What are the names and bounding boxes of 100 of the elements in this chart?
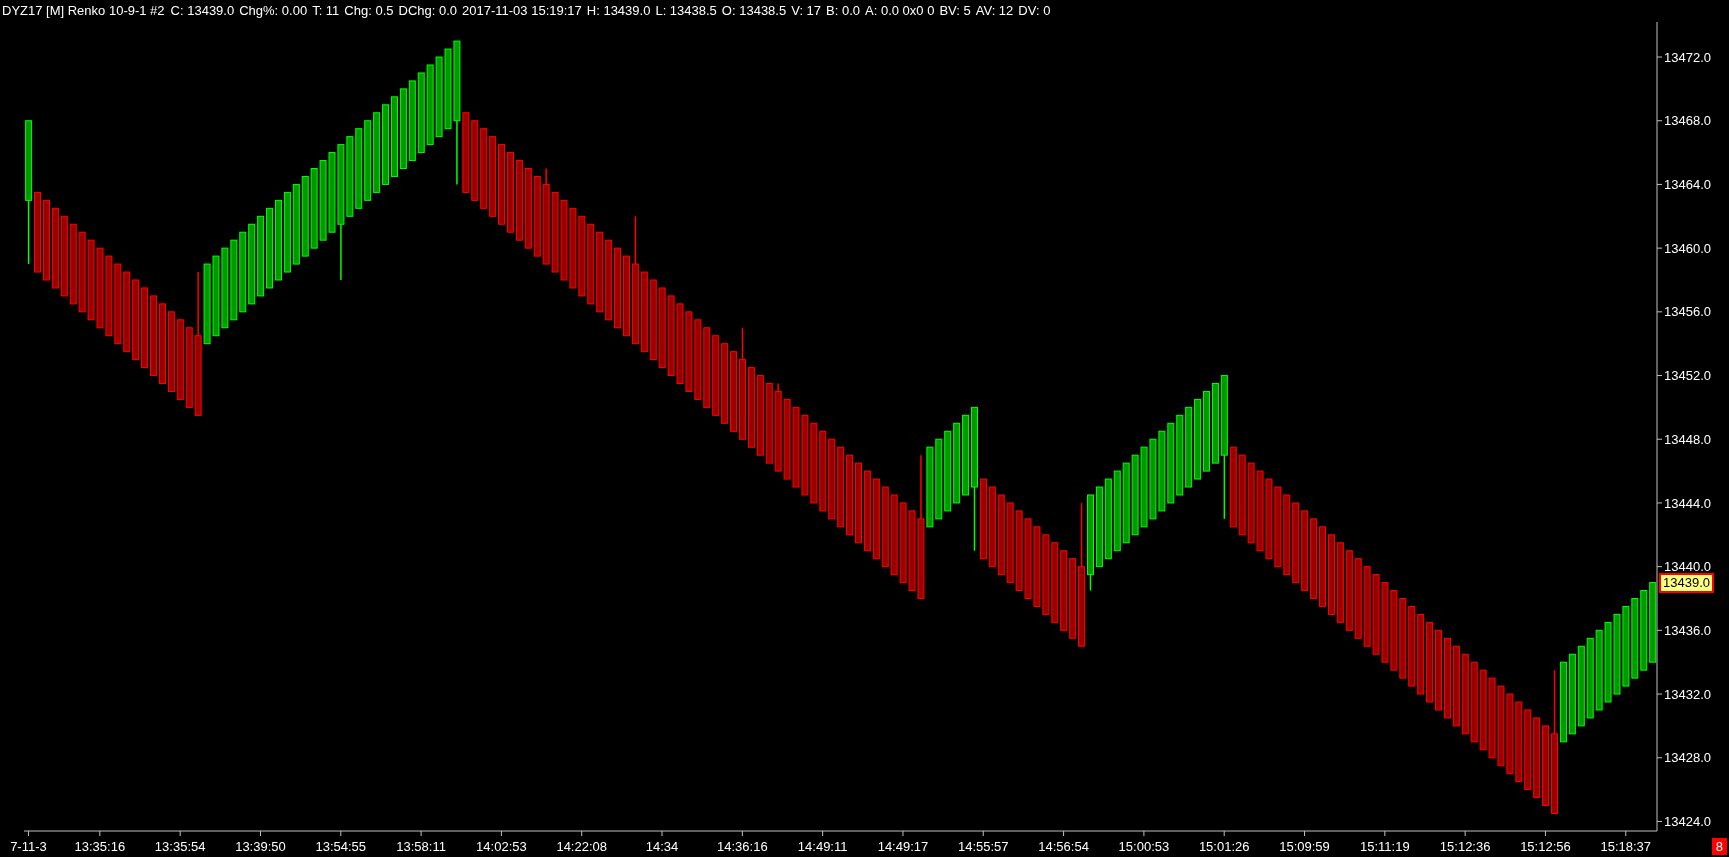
- candlestick: [417, 72, 425, 154]
- y-tick-label: 13464.0: [1664, 177, 1711, 193]
- candlestick: [1256, 470, 1264, 552]
- x-tick-label: 13:58:11: [396, 839, 446, 854]
- candlestick: [854, 462, 862, 544]
- candlestick: [123, 271, 131, 353]
- candlestick: [292, 183, 300, 265]
- candlestick: [337, 144, 345, 281]
- candlestick: [667, 295, 675, 377]
- candlestick: [792, 406, 800, 488]
- candlestick: [239, 231, 247, 313]
- text: DChg: 0.0: [398, 3, 458, 18]
- candlestick: [1443, 637, 1451, 719]
- candlestick: [738, 327, 746, 440]
- candlestick: [319, 160, 327, 241]
- candlestick: [1024, 518, 1032, 599]
- candlestick: [373, 112, 381, 193]
- text: Chg: 0.5: [344, 3, 394, 18]
- text: Chg%: 0.00: [239, 3, 308, 18]
- candlestick: [221, 247, 229, 329]
- candlestick: [1461, 653, 1469, 735]
- candlestick: [1131, 454, 1139, 536]
- candlestick: [355, 128, 363, 209]
- candlestick: [658, 287, 666, 369]
- candlestick: [614, 247, 622, 329]
- x-tick-label: 13:39:50: [235, 839, 286, 854]
- candlestick: [328, 152, 336, 233]
- candlestick: [1372, 574, 1380, 655]
- candlestick: [1247, 462, 1255, 544]
- candlestick: [480, 128, 488, 209]
- text: H: 13439.0: [586, 3, 651, 18]
- candlestick: [515, 160, 523, 241]
- candlestick: [1640, 590, 1648, 671]
- candlestick: [471, 120, 479, 201]
- candlestick: [1006, 502, 1014, 584]
- x-tick-label: 14:36:16: [717, 839, 768, 854]
- candlestick: [444, 48, 452, 130]
- candlestick: [533, 175, 541, 257]
- candlestick: [622, 255, 630, 337]
- candlestick: [810, 422, 818, 504]
- y-tick-label: 13436.0: [1664, 622, 1711, 638]
- candlestick: [1301, 510, 1309, 592]
- text: 2017-11-03 15:19:17: [462, 3, 582, 18]
- text: 8: [1711, 838, 1727, 855]
- x-tick-label: 13:54:55: [315, 839, 367, 854]
- text: BV: 5: [939, 3, 971, 18]
- candlestick: [194, 271, 202, 416]
- x-tick-label: 15:01:26: [1198, 839, 1250, 854]
- candlestick: [846, 454, 854, 536]
- candlestick: [1069, 558, 1077, 639]
- text: B: 0.0: [826, 3, 861, 18]
- y-tick-label: 13432.0: [1664, 686, 1711, 702]
- x-tick-label: 15:12:56: [1520, 839, 1571, 854]
- text: O: 13438.5: [721, 3, 787, 18]
- candlestick: [1595, 629, 1603, 711]
- candlestick: [997, 494, 1005, 576]
- candlestick: [1470, 661, 1478, 743]
- x-tick-label: 14:55:57: [957, 839, 1009, 854]
- candlestick: [1354, 558, 1362, 639]
- candlestick: [730, 351, 738, 432]
- candlestick: [114, 263, 122, 345]
- candlestick: [1577, 645, 1585, 727]
- candlestick: [819, 430, 827, 512]
- candlestick: [203, 263, 211, 345]
- candlestick: [524, 168, 532, 249]
- y-tick-label: 13452.0: [1664, 368, 1711, 384]
- candlestick: [944, 430, 952, 512]
- candlestick: [489, 136, 497, 217]
- candlestick: [1399, 597, 1407, 679]
- x-tick-label: 14:49:11: [797, 839, 848, 854]
- candlestick: [1211, 383, 1219, 464]
- candlestick: [1185, 406, 1193, 488]
- text: V: 17: [791, 3, 822, 18]
- candlestick: [596, 231, 604, 313]
- candlestick: [756, 375, 764, 456]
- candlestick: [462, 112, 470, 193]
- candlestick: [498, 144, 506, 225]
- x-tick-label: 15:09:59: [1279, 839, 1330, 854]
- candlestick: [1319, 526, 1327, 607]
- candlestick: [899, 502, 907, 584]
- candlestick: [1078, 502, 1086, 647]
- candlestick: [453, 40, 461, 186]
- candlestick: [1506, 693, 1514, 775]
- x-tick-label: 14:34: [645, 839, 679, 854]
- candlestick: [1238, 454, 1246, 536]
- candlestick: [676, 303, 684, 384]
- candlestick: [881, 486, 889, 568]
- candlestick: [1345, 550, 1353, 631]
- x-tick-label: 14:22:08: [556, 839, 608, 854]
- x-tick-label: 15:11:19: [1360, 839, 1410, 854]
- candlestick: [1203, 390, 1211, 472]
- text: C: 13439.0: [170, 3, 235, 18]
- candlestick: [712, 335, 720, 416]
- text: DV: 0: [1018, 3, 1051, 18]
- candlestick: [1274, 486, 1282, 568]
- candlestick: [34, 191, 42, 273]
- candlestick: [230, 239, 238, 321]
- candlestick: [587, 223, 595, 305]
- candlestick: [1060, 550, 1068, 631]
- candlestick: [747, 367, 755, 448]
